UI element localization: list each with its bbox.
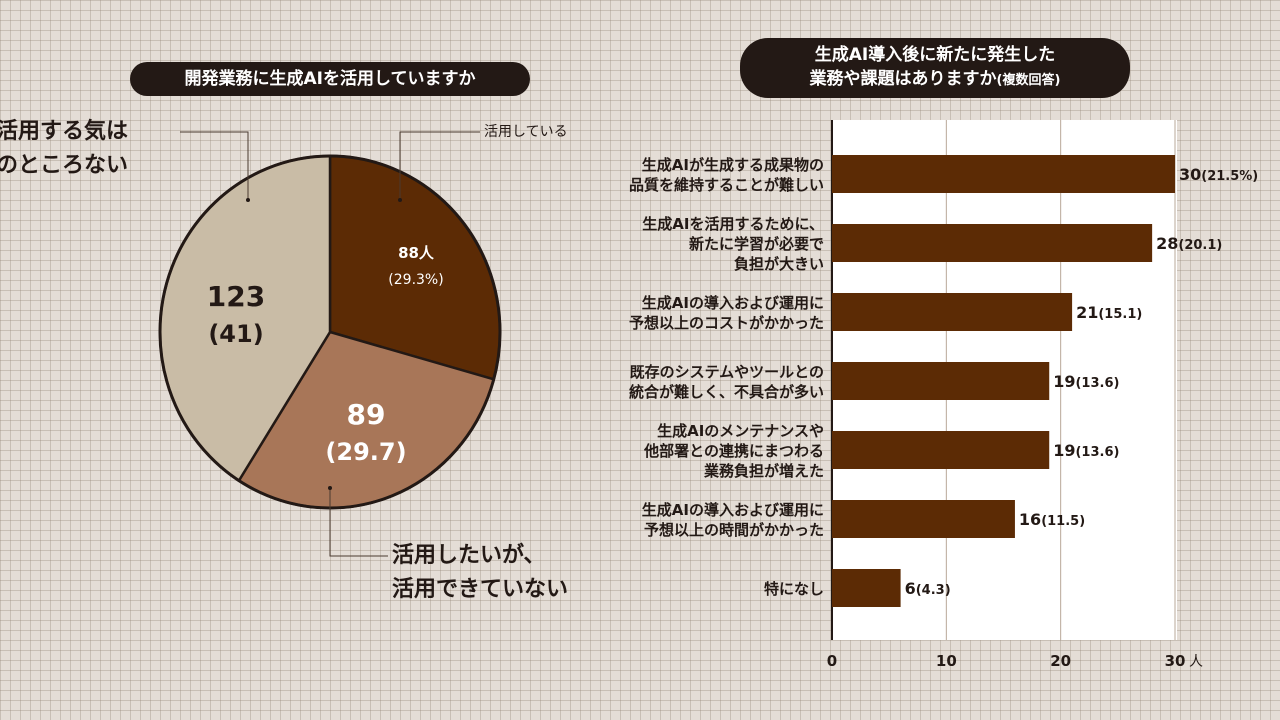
bar-chart-title: 生成AI導入後に新たに発生した 業務や課題はありますか(複数回答) [740, 38, 1130, 98]
pie-chart-title: 開発業務に生成AIを活用していますか [130, 62, 530, 96]
pie-slice-2-value: 89 [347, 398, 386, 431]
bar-7-percent: (4.3) [916, 583, 951, 598]
bar-tick-label-3: 30 [1165, 652, 1186, 670]
bar-tick-label-2: 20 [1050, 652, 1071, 670]
bar-2-percent: (20.1) [1178, 238, 1222, 253]
pie-slice-2-name-line-2: 活用できていない [392, 577, 568, 602]
pie-slice-1-leader [399, 131, 480, 200]
bar-6-category-line-2: 予想以上の時間がかかった [644, 521, 824, 539]
bar-7-category-line-1: 特になし [764, 580, 824, 598]
bar-7 [832, 569, 901, 607]
pie-slice-1-percent: (29.3%) [388, 272, 443, 288]
bar-axis-unit: 人 [1189, 654, 1203, 670]
pie-slice-2-leader [329, 488, 388, 557]
bar-3-percent: (15.1) [1098, 307, 1142, 322]
pie-slice-1-value: 88人 [398, 244, 435, 262]
bar-4 [832, 362, 1050, 400]
bar-4-category-line-1: 既存のシステムやツールとの [630, 363, 824, 381]
bar-6-value: 16 [1019, 510, 1041, 529]
bar-3-category-line-1: 生成AIの導入および運用に [642, 294, 824, 312]
pie-slice-3-name-line-2: 今のところない [0, 152, 128, 178]
bar-3-value: 21 [1076, 303, 1098, 322]
bar-tick-label-0: 0 [827, 652, 837, 670]
bar-title-line2: 業務や課題はありますか(複数回答) [740, 67, 1130, 93]
bar-4-category-line-2: 統合が難しく、不具合が多い [629, 383, 824, 401]
bar-2-category-line-1: 生成AIを活用するために、 [642, 215, 824, 233]
pie-slice-3-name-line-1: 活用する気は [0, 118, 128, 144]
bar-3 [832, 293, 1073, 331]
pie-slice-3-value: 123 [207, 280, 265, 313]
bar-1-value-label: 30(21.5%) [1179, 165, 1258, 184]
bar-7-value: 6 [905, 579, 916, 598]
pie-slice-2-leader-dot [328, 486, 332, 490]
pie-slice-2-name-line-1: 活用したいが、 [392, 542, 546, 568]
bar-1-percent: (21.5%) [1201, 169, 1258, 184]
bar-5-value: 19 [1053, 441, 1075, 460]
bar-3-category-line-2: 予想以上のコストがかかった [629, 314, 824, 332]
bar-6-value-label: 16(11.5) [1019, 510, 1085, 529]
pie-slice-3-percent: (41) [208, 320, 263, 348]
bar-5-value-label: 19(13.6) [1053, 441, 1119, 460]
bar-6-percent: (11.5) [1041, 514, 1085, 529]
bar-1-category-line-1: 生成AIが生成する成果物の [642, 156, 824, 174]
bar-2 [832, 224, 1153, 262]
bar-1 [832, 155, 1175, 193]
bar-title-line1: 生成AI導入後に新たに発生した [814, 45, 1056, 65]
bar-title-main: 業務や課題はありますか [809, 69, 997, 89]
pie-slice-2-percent: (29.7) [325, 438, 406, 466]
bar-tick-label-1: 10 [936, 652, 957, 670]
bar-1-value: 30 [1179, 165, 1201, 184]
bar-2-category-line-2: 新たに学習が必要で [689, 235, 824, 253]
bar-title-suffix: (複数回答) [996, 73, 1061, 88]
bar-5 [832, 431, 1050, 469]
bar-6 [832, 500, 1015, 538]
bar-7-value-label: 6(4.3) [905, 579, 951, 598]
bar-6-category-line-1: 生成AIの導入および運用に [642, 501, 824, 519]
pie-slice-1-name: 活用している [484, 124, 568, 140]
bar-4-value-label: 19(13.6) [1053, 372, 1119, 391]
bar-5-percent: (13.6) [1075, 445, 1119, 460]
bar-5-category-line-1: 生成AIのメンテナンスや [657, 422, 824, 440]
pie-slice-1-leader-dot [398, 198, 402, 202]
pie-slice-3-leader-dot [246, 198, 250, 202]
bar-1-category-line-2: 品質を維持することが難しい [629, 176, 824, 194]
bar-5-category-line-2: 他部署との連携にまつわる [643, 442, 824, 460]
bar-4-value: 19 [1053, 372, 1075, 391]
bar-3-value-label: 21(15.1) [1076, 303, 1142, 322]
bar-5-category-line-3: 業務負担が増えた [703, 462, 824, 480]
bar-2-value: 28 [1156, 234, 1178, 253]
bar-4-percent: (13.6) [1075, 376, 1119, 391]
pie-slice-3-leader [180, 131, 249, 200]
bar-2-value-label: 28(20.1) [1156, 234, 1222, 253]
bar-2-category-line-3: 負担が大きい [734, 255, 824, 273]
